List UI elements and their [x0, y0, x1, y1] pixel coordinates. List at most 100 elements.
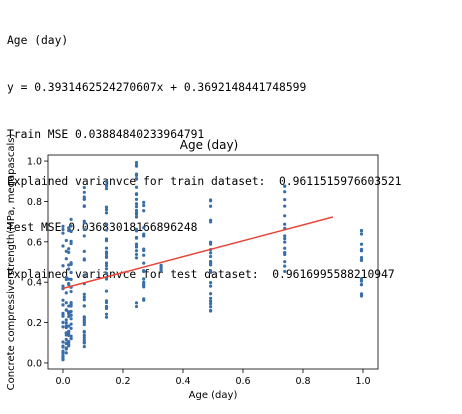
data-point [64, 257, 68, 261]
data-point [82, 329, 86, 334]
data-point [359, 256, 364, 260]
data-point [209, 296, 213, 300]
data-point [359, 294, 364, 298]
data-point [69, 326, 73, 330]
data-point [134, 227, 139, 231]
data-point [82, 338, 86, 342]
data-point [64, 337, 68, 342]
data-point [67, 304, 71, 308]
data-point [82, 292, 86, 296]
data-point [61, 298, 65, 302]
data-point [67, 329, 71, 333]
data-point [283, 222, 287, 226]
data-point [283, 252, 287, 257]
data-point [209, 254, 213, 259]
y-tick-label: 0.0 [27, 358, 42, 369]
output-line-equation: y = 0.3931462524270607x + 0.369214844174… [7, 80, 307, 94]
data-point [82, 234, 86, 238]
data-point [69, 301, 73, 305]
x-tick-label: 0.4 [175, 376, 190, 387]
data-point [104, 187, 109, 191]
data-point [359, 277, 364, 281]
data-point [142, 248, 146, 253]
data-point [209, 270, 213, 275]
y-axis-ticks: 0.0 0.2 0.4 0.6 0.8 1.0 [27, 157, 48, 369]
x-tick-label: 0.2 [115, 376, 130, 387]
data-point [82, 258, 86, 262]
cell-output: Age (day) y = 0.3931462524270607x + 0.36… [7, 2, 401, 298]
data-point [61, 354, 65, 358]
data-point [104, 239, 109, 243]
data-point [82, 185, 86, 190]
x-tick-label: 0.8 [295, 376, 310, 387]
data-point [69, 217, 73, 222]
data-point [142, 282, 146, 286]
data-point [82, 249, 86, 253]
data-point [82, 195, 86, 199]
data-point [104, 263, 109, 268]
data-point [69, 289, 73, 294]
data-point [359, 258, 364, 262]
data-point [142, 209, 146, 213]
data-point [69, 334, 73, 338]
data-point [134, 252, 139, 257]
data-point [134, 177, 139, 181]
data-point [61, 303, 65, 307]
data-point [104, 208, 109, 212]
data-point [64, 331, 68, 335]
y-axis-label: Concrete compressive strength(MPa, megap… [6, 134, 17, 391]
data-point [104, 205, 109, 209]
data-point [82, 345, 86, 349]
y-tick-label: 0.6 [27, 237, 42, 248]
data-point [67, 263, 71, 267]
data-point [61, 284, 65, 288]
data-point [209, 308, 213, 313]
data-point [134, 212, 139, 216]
x-axis-ticks: 0.0 0.2 0.4 0.6 0.8 1.0 [55, 369, 371, 387]
data-point [64, 321, 68, 325]
data-point [67, 267, 71, 271]
data-point [67, 332, 71, 336]
data-point [283, 214, 287, 218]
data-point [69, 239, 73, 243]
data-point [82, 315, 86, 320]
data-point [134, 242, 139, 246]
x-tick-label: 0.0 [55, 376, 70, 387]
x-axis-label: Age (day) [189, 390, 238, 401]
data-point [61, 314, 65, 318]
data-point [61, 224, 65, 228]
x-tick-label: 0.6 [235, 376, 250, 387]
data-point [64, 277, 68, 282]
data-point [209, 284, 213, 288]
data-point [69, 270, 73, 275]
data-point [283, 190, 287, 194]
data-point [283, 234, 287, 238]
data-point [67, 277, 71, 281]
x-tick-label: 1.0 [355, 376, 370, 387]
data-point [283, 237, 287, 241]
data-point [69, 317, 73, 321]
data-point [64, 347, 68, 351]
data-point [134, 208, 139, 213]
data-point [69, 277, 73, 281]
data-point [359, 229, 364, 233]
data-point [67, 226, 71, 230]
data-point [64, 308, 68, 312]
data-point [69, 313, 73, 317]
data-point [104, 246, 109, 250]
data-point [64, 291, 68, 295]
data-point [61, 244, 65, 248]
output-line-test-mse: Test MSE 0.03683018166896248 [7, 221, 198, 235]
data-point [104, 222, 109, 226]
data-point [209, 204, 213, 208]
data-point [134, 197, 139, 201]
data-point [283, 204, 287, 208]
data-point [61, 325, 65, 329]
data-point [67, 314, 71, 319]
data-point [64, 238, 68, 243]
data-point [61, 320, 65, 324]
data-point [64, 318, 68, 322]
data-point [142, 261, 146, 265]
data-point [104, 261, 109, 265]
